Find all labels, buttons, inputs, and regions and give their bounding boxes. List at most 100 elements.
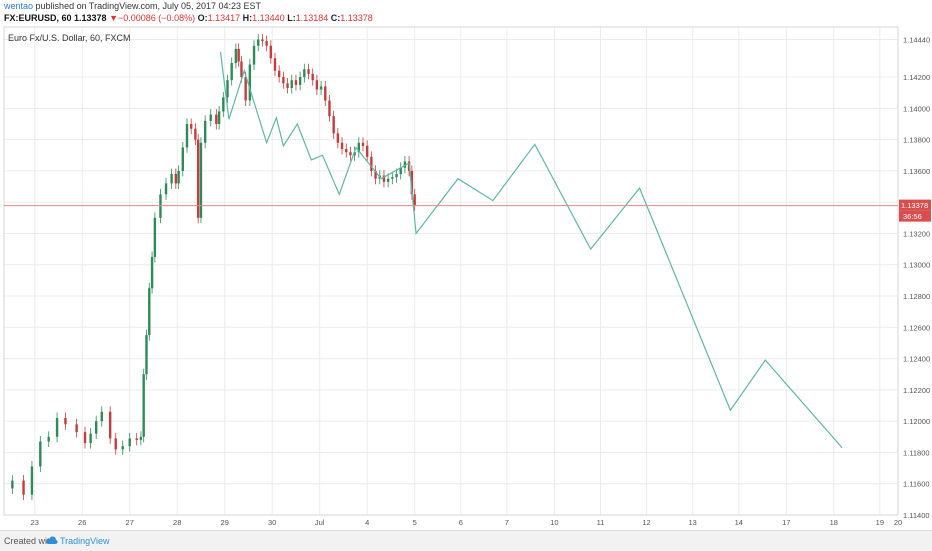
y-tick-label: 1.14200 (903, 73, 930, 82)
candle-body (252, 45, 256, 65)
candle-body (328, 100, 331, 117)
candle-body (55, 418, 59, 437)
candle-body (340, 142, 344, 149)
y-tick-label: 1.13000 (903, 261, 930, 270)
candle-body (39, 441, 42, 467)
candle-body (277, 70, 281, 78)
countdown-text: 36:56 (903, 212, 922, 221)
last-price-badge-text: 1.13378 (901, 201, 928, 210)
candle-body (217, 111, 221, 124)
candle-body (290, 80, 293, 88)
candle-body (177, 170, 180, 184)
candle-body (170, 174, 173, 184)
candle-body (257, 39, 260, 46)
x-tick-label: 6 (459, 518, 463, 527)
y-tick-label: 1.12400 (903, 355, 930, 364)
low-value: 1.13184 (295, 13, 329, 23)
low-label: L: (287, 13, 296, 23)
candle-body (349, 152, 352, 156)
symbol-label: FX:EURUSD, 60 (4, 13, 72, 23)
candle-body (114, 438, 117, 450)
footer: Created with TradingView (0, 530, 932, 551)
countdown-badge-bg (899, 210, 931, 222)
chart-grid (4, 27, 899, 515)
y-tick-label: 1.14000 (903, 104, 930, 113)
candle-body (286, 83, 289, 88)
x-tick-label: 13 (688, 518, 696, 527)
candle-body (269, 45, 273, 59)
candle-body (391, 177, 394, 179)
x-tick-label: 29 (221, 518, 229, 527)
candle-body (311, 73, 314, 81)
forecast-line (219, 51, 843, 449)
candle-body (185, 123, 189, 148)
author-link[interactable]: wentao (4, 1, 34, 11)
candle-body (399, 167, 402, 175)
candle-body (75, 424, 78, 433)
y-tick-label: 1.12800 (903, 292, 930, 301)
candle-body (94, 421, 98, 434)
tradingview-cloud-icon (46, 536, 58, 544)
y-tick-label: 1.13800 (903, 136, 930, 145)
candle-body (153, 217, 157, 257)
x-tick-label: 7 (505, 518, 509, 527)
candle-body (142, 374, 145, 437)
candle-body (222, 97, 225, 112)
x-tick-label: 10 (550, 518, 558, 527)
chart-header: wentao published on TradingView.com, Jul… (0, 0, 932, 26)
close-value: 1.13378 (340, 13, 373, 23)
candle-body (410, 170, 414, 195)
candle-body (324, 86, 327, 101)
open-value: 1.13417 (207, 13, 241, 23)
candle-body (240, 61, 243, 78)
x-tick-label: 4 (365, 518, 369, 527)
candle-body (370, 156, 373, 171)
last-price-badge: 1.13378 36:56 (899, 199, 931, 222)
candle-body (148, 288, 151, 336)
candle-body (203, 120, 207, 143)
candle-body (83, 432, 87, 444)
candle-body (234, 48, 238, 63)
candle-body (282, 77, 285, 84)
candle-body (47, 436, 50, 442)
x-tick-label: 28 (173, 518, 181, 527)
x-tick-label: Jul (315, 518, 325, 527)
price-change: −0.00086 (−0.08%) (118, 13, 196, 23)
candle-body (273, 58, 277, 71)
candle-body (365, 145, 369, 157)
candle-body (382, 175, 386, 182)
candle-body (374, 170, 377, 179)
y-tick-label: 1.14440 (903, 36, 930, 45)
last-price: 1.13378 (74, 13, 107, 23)
candle-body (319, 86, 323, 90)
price-axis: 1.144401.142001.140001.138001.136001.134… (903, 36, 930, 520)
tradingview-brand[interactable]: TradingView (60, 536, 110, 546)
x-tick-label: 5 (413, 518, 417, 527)
x-tick-label: 20 (894, 518, 902, 527)
y-tick-label: 1.13600 (903, 167, 930, 176)
candle-body (315, 80, 319, 90)
candle-body (22, 480, 25, 495)
x-tick-label: 30 (268, 518, 276, 527)
ohlc-line: FX:EURUSD, 60 1.13378 ▼−0.00086 (−0.08%)… (4, 13, 373, 23)
created-with-text: Created with (4, 536, 55, 546)
candle-body (11, 480, 14, 489)
x-tick-label: 11 (597, 518, 605, 527)
candle-body (174, 174, 178, 184)
candle-body (89, 433, 92, 444)
candle-body (226, 80, 229, 98)
candle-body (303, 69, 306, 78)
chart-title: Euro Fx/U.S. Dollar, 60, FXCM (8, 33, 131, 43)
x-tick-label: 19 (876, 518, 884, 527)
open-label: O: (197, 13, 208, 23)
candle-body (194, 128, 197, 140)
candle-body (237, 48, 240, 62)
candle-body (196, 139, 200, 218)
y-tick-label: 1.13200 (903, 229, 930, 238)
y-tick-label: 1.12200 (903, 386, 930, 395)
candle-body (30, 466, 34, 495)
x-tick-label: 23 (31, 518, 39, 527)
candle-body (298, 77, 302, 85)
candle-body (332, 116, 335, 134)
price-chart[interactable]: Euro Fx/U.S. Dollar, 60, FXCM 1.14440 1.1… (0, 0, 932, 530)
